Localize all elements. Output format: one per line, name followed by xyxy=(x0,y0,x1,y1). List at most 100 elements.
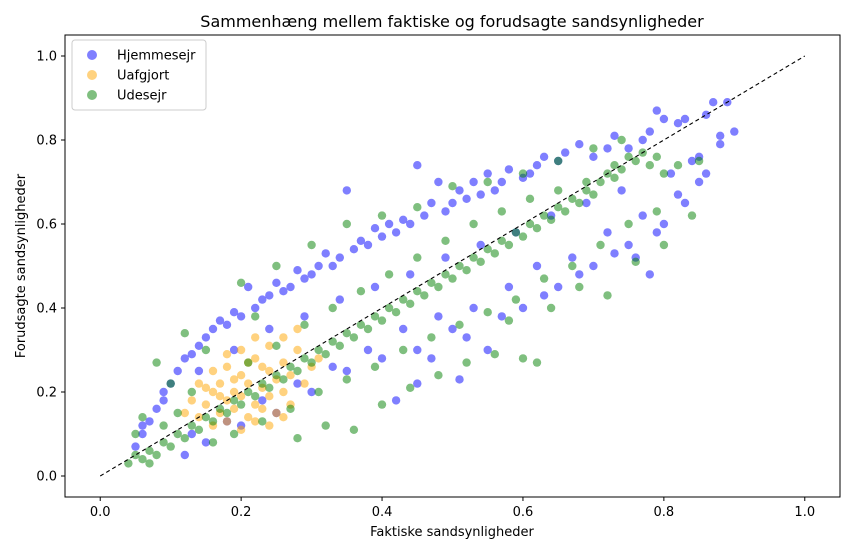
data-point xyxy=(701,169,711,178)
data-point xyxy=(532,358,542,367)
data-point xyxy=(497,236,506,245)
y-tick-label: 0.6 xyxy=(36,218,57,233)
data-point xyxy=(532,224,542,233)
data-point xyxy=(187,350,196,359)
legend-label: Hjemmesejr xyxy=(117,49,196,64)
data-point xyxy=(159,438,168,447)
data-point xyxy=(229,387,239,397)
data-point xyxy=(709,98,718,107)
data-point xyxy=(342,375,351,384)
data-point xyxy=(455,375,464,384)
data-point xyxy=(483,177,492,187)
data-point xyxy=(131,442,140,451)
plot-area xyxy=(124,98,739,468)
data-point xyxy=(420,291,429,300)
legend-marker xyxy=(87,50,97,60)
data-point xyxy=(399,345,408,355)
data-point xyxy=(476,190,485,199)
data-point xyxy=(342,186,351,195)
reference-line-group xyxy=(99,55,806,477)
data-point xyxy=(258,362,267,371)
data-point xyxy=(434,312,443,321)
data-point xyxy=(314,354,323,363)
data-point xyxy=(236,371,246,380)
data-point xyxy=(455,320,464,329)
data-point xyxy=(525,219,535,229)
data-point xyxy=(469,253,478,262)
data-point xyxy=(321,249,330,258)
data-point xyxy=(582,198,591,208)
data-point xyxy=(413,161,422,170)
data-point xyxy=(631,257,640,266)
data-point xyxy=(413,203,422,212)
data-point xyxy=(349,425,359,434)
data-point xyxy=(300,320,309,329)
y-tick-label: 0.2 xyxy=(36,386,57,401)
data-point xyxy=(279,413,288,422)
data-point xyxy=(236,278,246,287)
data-point xyxy=(258,379,267,388)
data-point xyxy=(293,366,302,376)
data-point xyxy=(659,169,669,178)
data-point xyxy=(532,161,542,170)
data-point xyxy=(399,295,408,304)
data-point xyxy=(258,404,267,413)
data-point xyxy=(328,261,337,271)
data-point xyxy=(138,429,147,439)
data-point xyxy=(138,413,147,422)
data-point xyxy=(687,156,697,166)
data-point xyxy=(377,316,387,325)
data-point xyxy=(673,161,683,170)
y-tick-label: 0.4 xyxy=(36,302,57,317)
data-point xyxy=(272,278,281,287)
data-point xyxy=(244,379,253,388)
legend-label: Udesejr xyxy=(117,89,167,104)
data-point xyxy=(617,186,626,195)
data-point xyxy=(293,379,302,388)
data-point xyxy=(455,186,464,195)
data-point xyxy=(448,324,457,334)
data-point xyxy=(483,345,492,355)
x-tick-label: 0.2 xyxy=(231,505,252,520)
data-point xyxy=(455,261,464,271)
data-point xyxy=(483,169,492,178)
data-point xyxy=(673,119,683,128)
data-point xyxy=(265,421,274,430)
data-point xyxy=(251,400,260,409)
data-point xyxy=(582,177,591,187)
data-point xyxy=(236,312,246,321)
data-point xyxy=(300,379,309,388)
data-point xyxy=(159,396,168,405)
data-point xyxy=(610,249,619,258)
data-point xyxy=(596,240,605,250)
data-point xyxy=(497,177,506,187)
data-point xyxy=(476,240,485,250)
data-point xyxy=(518,303,528,313)
data-point xyxy=(159,387,168,397)
data-point xyxy=(335,341,344,350)
data-point xyxy=(554,186,563,195)
data-point xyxy=(490,186,499,195)
data-point xyxy=(610,131,619,140)
data-point xyxy=(265,291,274,300)
data-point xyxy=(265,392,274,401)
data-point xyxy=(300,354,309,363)
legend-box xyxy=(71,39,207,111)
x-tick-label: 0.0 xyxy=(90,505,111,520)
data-point xyxy=(420,211,429,220)
data-point xyxy=(624,219,633,229)
data-point xyxy=(448,274,457,283)
data-point xyxy=(173,408,182,418)
data-point xyxy=(180,329,189,338)
data-point xyxy=(666,169,676,178)
data-point xyxy=(293,434,302,443)
data-point xyxy=(208,324,218,334)
data-point xyxy=(236,345,246,355)
data-point xyxy=(194,366,204,376)
data-point xyxy=(307,240,316,250)
data-point xyxy=(145,417,154,426)
data-point xyxy=(265,324,274,334)
data-point xyxy=(138,421,147,430)
x-axis-label: Faktiske sandsynligheder xyxy=(370,525,534,540)
data-point xyxy=(406,270,415,279)
